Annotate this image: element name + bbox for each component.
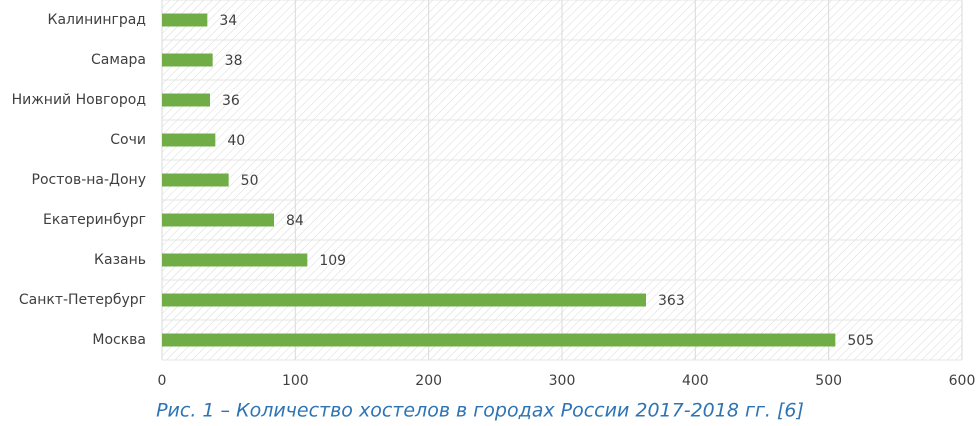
bar <box>162 13 208 27</box>
bar <box>162 93 210 107</box>
bar <box>162 133 216 147</box>
data-label: 34 <box>219 13 237 29</box>
bar <box>162 333 836 347</box>
data-label: 505 <box>847 333 874 349</box>
bar <box>162 213 274 227</box>
y-tick-label: Казань <box>94 252 146 268</box>
data-label: 84 <box>286 213 304 229</box>
data-label: 109 <box>319 253 346 269</box>
y-tick-label: Ростов-на-Дону <box>32 172 146 188</box>
bar <box>162 253 308 267</box>
y-tick-label: Москва <box>92 332 146 348</box>
x-tick-label: 300 <box>549 373 576 389</box>
y-tick-label: Санкт-Петербург <box>19 292 146 308</box>
x-tick-label: 500 <box>815 373 842 389</box>
y-tick-label: Нижний Новгород <box>12 92 146 108</box>
y-tick-label: Самара <box>91 52 146 68</box>
chart-caption: Рис. 1 – Количество хостелов в городах Р… <box>156 400 804 422</box>
x-tick-label: 400 <box>682 373 709 389</box>
data-label: 38 <box>225 53 243 69</box>
data-label: 363 <box>658 293 685 309</box>
y-tick-label: Екатеринбург <box>43 212 146 228</box>
bar <box>162 53 213 67</box>
data-label: 36 <box>222 93 240 109</box>
bar <box>162 293 646 307</box>
data-label: 50 <box>241 173 259 189</box>
bar <box>162 173 229 187</box>
data-label: 40 <box>227 133 245 149</box>
y-tick-label: Калининград <box>48 12 146 28</box>
y-tick-label: Сочи <box>110 132 146 148</box>
x-tick-label: 200 <box>415 373 442 389</box>
x-tick-label: 600 <box>949 373 976 389</box>
x-tick-label: 100 <box>282 373 309 389</box>
x-tick-label: 0 <box>158 373 167 389</box>
